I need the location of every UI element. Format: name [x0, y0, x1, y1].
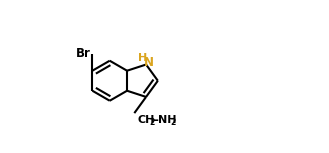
Text: CH: CH — [138, 115, 155, 125]
Text: 2: 2 — [149, 118, 155, 127]
Text: 2: 2 — [170, 118, 175, 127]
Text: N: N — [143, 56, 153, 69]
Text: –: – — [153, 114, 159, 127]
Text: NH: NH — [158, 115, 177, 125]
Text: Br: Br — [76, 47, 91, 60]
Text: H: H — [139, 53, 148, 63]
